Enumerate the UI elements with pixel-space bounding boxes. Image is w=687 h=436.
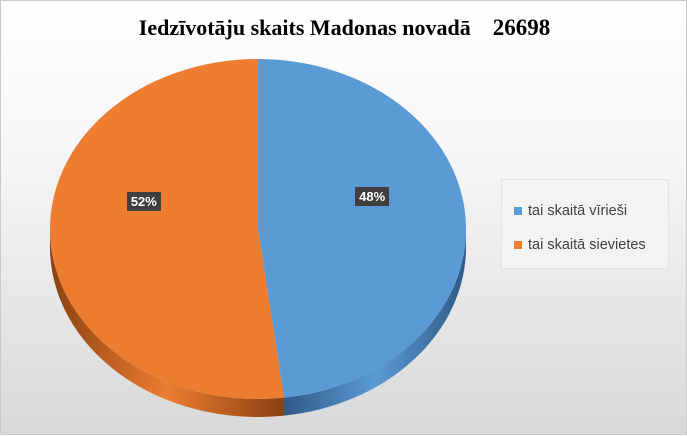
- pie-side-men: [284, 229, 467, 416]
- legend-label-women: tai skaitā sievietes: [528, 237, 646, 253]
- chart-title-text: Iedzīvotāju skaits Madonas novadā: [138, 15, 471, 40]
- data-label-men: 48%: [355, 187, 390, 207]
- pie-slice-women: [49, 59, 285, 399]
- legend-item-women: tai skaitā sievietes: [514, 228, 668, 262]
- pie-slice-men: [258, 59, 466, 398]
- chart-title-number: 26698: [492, 15, 551, 40]
- legend-swatch-men: [514, 207, 522, 215]
- legend: tai skaitā vīrieši tai skaitā sievietes: [501, 179, 669, 269]
- legend-label-men: tai skaitā vīrieši: [528, 203, 628, 219]
- legend-item-men: tai skaitā vīrieši: [514, 194, 668, 228]
- legend-swatch-women: [514, 241, 522, 249]
- chart-title: Iedzīvotāju skaits Madonas novadā 26698: [1, 15, 687, 41]
- data-label-women: 52%: [126, 191, 161, 211]
